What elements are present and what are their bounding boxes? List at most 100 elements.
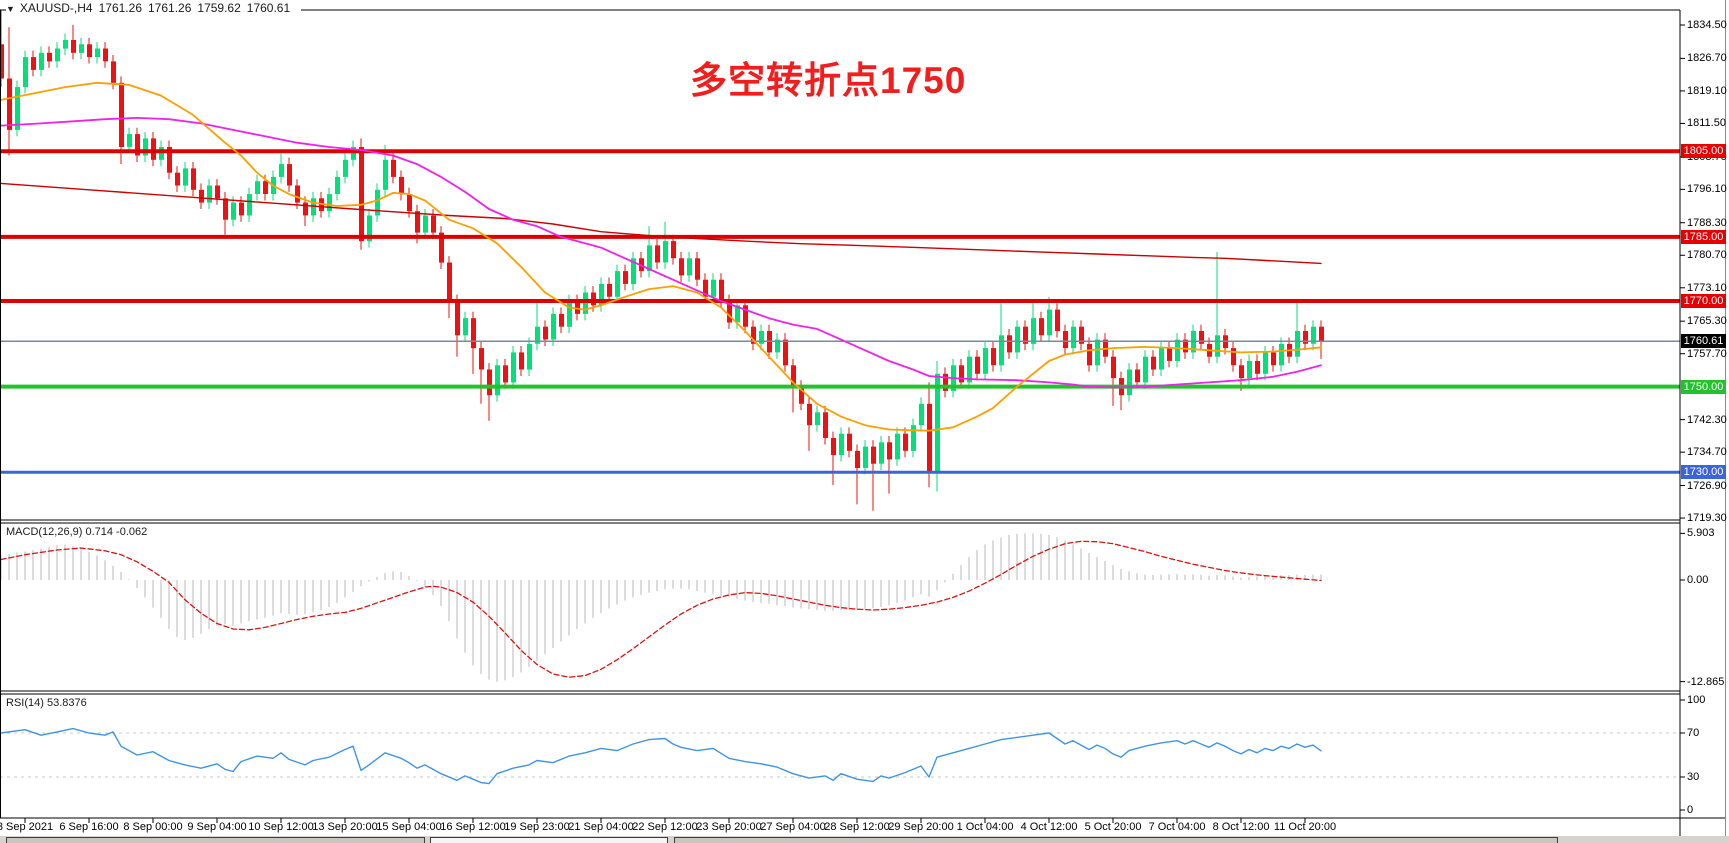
time-axis-label: 19 Sep 23:00 xyxy=(504,821,570,833)
candle-body xyxy=(535,326,540,344)
candle-body xyxy=(935,373,940,473)
open-value: 1761.26 xyxy=(98,1,142,15)
chart-tab[interactable] xyxy=(6,837,425,843)
candle-body xyxy=(223,198,228,220)
candle-body xyxy=(583,292,588,314)
price-badge: 1760.61 xyxy=(1681,334,1726,349)
price-axis-label: 1765.30 xyxy=(1687,315,1727,328)
candle-body xyxy=(839,433,844,456)
rsi-indicator-label: RSI(14) 53.8376 xyxy=(6,697,87,709)
candle-body xyxy=(383,159,388,190)
candle-body xyxy=(127,134,132,147)
price-badge: 1730.00 xyxy=(1681,465,1726,480)
candle-body xyxy=(679,258,684,276)
candle-body xyxy=(543,326,548,340)
candle-body xyxy=(279,164,284,177)
chart-tab-bar xyxy=(0,836,1729,843)
candle-body xyxy=(63,40,68,49)
candle-body xyxy=(1231,348,1236,366)
candle-body xyxy=(999,335,1004,366)
time-axis-label: 1 Oct 04:00 xyxy=(956,821,1014,833)
candle-body xyxy=(439,232,444,263)
time-axis-label: 8 Sep 00:00 xyxy=(123,821,183,833)
candle-body xyxy=(687,258,692,276)
candle-body xyxy=(815,412,820,426)
candle-body xyxy=(575,301,580,314)
candle-body xyxy=(183,168,188,186)
price-axis-label: 1826.70 xyxy=(1687,52,1727,65)
candle-body xyxy=(7,78,12,130)
candle-body xyxy=(1063,331,1068,349)
candle-body xyxy=(567,301,572,327)
candle-body xyxy=(303,202,308,216)
candle-body xyxy=(623,271,628,284)
candle-body xyxy=(495,365,500,396)
price-axis-label: 1780.70 xyxy=(1687,249,1727,262)
candle-body xyxy=(1015,326,1020,353)
candle-body xyxy=(751,326,756,344)
candle-body xyxy=(335,176,340,194)
candle-body xyxy=(711,279,716,297)
candle-body xyxy=(487,369,492,396)
low-value: 1759.62 xyxy=(197,1,241,15)
candle-body xyxy=(1031,318,1036,344)
candle-body xyxy=(759,331,764,344)
candle-body xyxy=(423,215,428,233)
ma-mid-line xyxy=(0,117,1322,389)
candle-body xyxy=(727,301,732,323)
candle-body xyxy=(1159,348,1164,370)
candle-body xyxy=(351,147,356,160)
chart-tab[interactable] xyxy=(674,837,1558,843)
candle-body xyxy=(159,147,164,160)
candle-body xyxy=(1079,326,1084,344)
candle-body xyxy=(1127,369,1132,396)
dropdown-arrow-icon[interactable]: ▼ xyxy=(6,4,15,14)
candle-body xyxy=(247,194,252,216)
price-axis-label: 1742.30 xyxy=(1687,413,1727,426)
candle-body xyxy=(1135,369,1140,383)
candle-body xyxy=(1175,339,1180,361)
price-badge: 1785.00 xyxy=(1681,229,1726,244)
price-badge: 1750.00 xyxy=(1681,379,1726,394)
chart-annotation-text: 多空转折点1750 xyxy=(690,60,967,101)
candle-body xyxy=(31,57,36,70)
time-axis-label: 5 Oct 20:00 xyxy=(1084,821,1142,833)
time-axis-label: 16 Sep 12:00 xyxy=(440,821,506,833)
candle-body xyxy=(359,147,364,242)
candle-body xyxy=(527,343,532,370)
candle-body xyxy=(807,403,812,426)
candle-body xyxy=(1151,356,1156,370)
price-axis-label: 1834.50 xyxy=(1687,19,1727,31)
macd-signal-line xyxy=(0,540,1322,678)
candle-body xyxy=(343,159,348,177)
time-axis-label: 9 Sep 04:00 xyxy=(187,821,247,833)
candle-body xyxy=(703,279,708,297)
candle-body xyxy=(775,339,780,353)
candle-body xyxy=(463,318,468,336)
candle-body xyxy=(903,433,908,451)
candle-body xyxy=(519,352,524,370)
rsi-line xyxy=(0,727,1322,785)
time-axis-label: 22 Sep 12:00 xyxy=(632,821,698,833)
candle-body xyxy=(207,185,212,203)
rsi-axis-label: 0 xyxy=(1687,804,1694,816)
symbol-period-label: XAUUSD-,H4 xyxy=(19,1,93,15)
candle-body xyxy=(287,164,292,186)
candle-body xyxy=(863,446,868,468)
candle-body xyxy=(799,386,804,404)
rsi-axis-label: 100 xyxy=(1687,694,1706,706)
chart-tab-active[interactable] xyxy=(430,837,668,843)
time-axis-label: 15 Sep 04:00 xyxy=(376,821,442,833)
candle-body xyxy=(1247,361,1252,379)
price-axis-label: 1819.10 xyxy=(1687,84,1727,97)
candle-body xyxy=(719,279,724,302)
candle-body xyxy=(167,147,172,173)
candle-body xyxy=(111,61,116,83)
candle-body xyxy=(151,138,156,160)
candle-body xyxy=(399,176,404,194)
candle-body xyxy=(135,134,140,156)
candle-body xyxy=(831,438,836,456)
candle-body xyxy=(1279,343,1284,366)
